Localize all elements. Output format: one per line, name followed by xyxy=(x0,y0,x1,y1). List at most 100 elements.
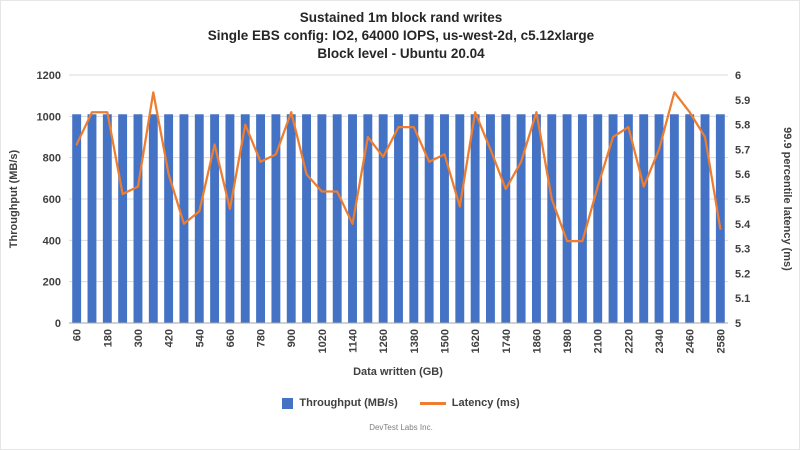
x-tick-label: 180 xyxy=(102,329,114,347)
x-tick-label: 300 xyxy=(133,329,145,347)
throughput-bar xyxy=(286,114,296,323)
throughput-bar xyxy=(102,114,112,323)
throughput-legend-swatch-icon xyxy=(282,397,294,409)
x-tick-label: 2100 xyxy=(593,329,605,353)
throughput-bar xyxy=(179,114,189,323)
y-axis-right-title: 99.9 percentile latency (ms) xyxy=(781,127,793,271)
throughput-bar xyxy=(194,114,204,323)
throughput-bar xyxy=(240,114,250,323)
plot-area: 0 200 400 600 800 1000 1200 5 5.1 5.2 5.3 5.4 5.5 5.6… xyxy=(8,70,793,378)
y-right-tick-label: 5.5 xyxy=(735,194,750,206)
x-tick-label: 1260 xyxy=(378,329,390,353)
x-tick-label: 900 xyxy=(286,329,298,347)
throughput-bar xyxy=(700,114,710,323)
y-left-tick-label: 1200 xyxy=(37,70,61,82)
y-right-tick-label: 5.1 xyxy=(735,293,750,305)
x-tick-label: 1740 xyxy=(501,329,513,353)
y-right-tick-label: 5.7 xyxy=(735,144,750,156)
chart-title-line3: Block level - Ubuntu 20.04 xyxy=(317,46,485,61)
x-tick-label: 2460 xyxy=(685,329,697,353)
throughput-bar xyxy=(210,114,220,323)
x-tick-label: 2580 xyxy=(715,329,727,353)
y-right-tick-label: 5.3 xyxy=(735,244,750,256)
throughput-bar xyxy=(148,114,158,323)
throughput-bar xyxy=(394,114,403,323)
throughput-bar xyxy=(332,114,342,323)
chart-title: Sustained 1m block rand writes Single EB… xyxy=(1,9,799,63)
throughput-bar xyxy=(271,114,281,323)
legend-label-latency: Latency (ms) xyxy=(451,397,520,409)
throughput-bar xyxy=(409,114,419,323)
throughput-bar xyxy=(256,114,266,323)
throughput-bar xyxy=(302,114,311,323)
watermark-text: DevTest Labs Inc. xyxy=(369,423,433,432)
legend-item-latency: Latency (ms) xyxy=(419,397,520,409)
throughput-bar xyxy=(133,114,143,323)
y-right-tick-label: 5.2 xyxy=(735,268,750,280)
chart-title-line1: Sustained 1m block rand writes xyxy=(299,10,503,25)
throughput-bar xyxy=(577,114,587,323)
legend: Throughput (MB/s) Latency (ms) xyxy=(1,393,799,413)
x-axis-title: Data written (GB) xyxy=(353,366,443,378)
throughput-bar xyxy=(501,114,511,323)
x-tick-label: 1380 xyxy=(409,329,421,353)
x-tick-label: 660 xyxy=(225,329,237,347)
x-tick-label: 2220 xyxy=(623,329,635,353)
throughput-bar xyxy=(486,114,495,323)
y-left-tick-label: 800 xyxy=(43,153,61,165)
latency-line xyxy=(75,91,722,243)
throughput-bar xyxy=(72,114,82,323)
throughput-bar xyxy=(654,114,664,323)
y-left-tick-label: 0 xyxy=(55,318,61,330)
x-tick-label: 780 xyxy=(256,329,268,347)
throughput-bar xyxy=(547,114,557,323)
throughput-bar xyxy=(593,114,603,323)
x-tick-label: 1620 xyxy=(470,329,482,353)
x-tick-label: 420 xyxy=(164,329,176,347)
x-tick-label: 1980 xyxy=(562,329,574,353)
y-right-tick-label: 6 xyxy=(735,70,741,82)
latency-legend-swatch-icon xyxy=(419,401,446,405)
x-tick-label: 1020 xyxy=(317,329,329,353)
throughput-bar xyxy=(639,114,649,323)
x-tick-label: 540 xyxy=(194,329,206,347)
throughput-bar xyxy=(715,114,725,323)
chart-title-line2: Single EBS config: IO2, 64000 IOPS, us-w… xyxy=(207,28,595,43)
throughput-bar xyxy=(669,114,679,323)
throughput-bar xyxy=(562,114,572,323)
x-tick-label: 1500 xyxy=(439,329,451,353)
throughput-bar xyxy=(378,114,388,323)
y-right-tick-label: 5.4 xyxy=(735,219,751,231)
y-right-tick-label: 5.6 xyxy=(735,169,750,181)
legend-item-throughput: Throughput (MB/s) xyxy=(282,397,398,409)
y-right-tick-label: 5.8 xyxy=(735,120,750,132)
throughput-bar xyxy=(531,114,541,323)
throughput-bar xyxy=(455,114,465,323)
throughput-bar xyxy=(424,114,434,323)
x-tick-label: 2340 xyxy=(654,329,666,353)
y-left-tick-label: 400 xyxy=(43,235,61,247)
legend-label-throughput: Throughput (MB/s) xyxy=(299,397,398,409)
y-axis-left-title: Throughput (MB/s) xyxy=(8,149,20,248)
throughput-bar xyxy=(608,114,618,323)
y-left-tick-label: 1000 xyxy=(37,111,61,123)
throughput-bar xyxy=(440,114,449,323)
throughput-bar xyxy=(623,114,633,323)
y-right-tick-label: 5.9 xyxy=(735,95,750,107)
throughput-bar xyxy=(164,114,174,323)
y-left-tick-label: 200 xyxy=(43,277,61,289)
x-tick-label: 60 xyxy=(72,329,84,341)
throughput-bar xyxy=(118,114,128,323)
y-left-tick-label: 600 xyxy=(43,194,61,206)
y-right-tick-label: 5 xyxy=(735,318,741,330)
throughput-bar xyxy=(87,114,97,323)
throughput-bar xyxy=(225,114,235,323)
throughput-bar xyxy=(470,114,480,323)
throughput-bar xyxy=(685,114,695,323)
x-tick-label: 1860 xyxy=(531,329,543,353)
throughput-bar xyxy=(317,114,327,323)
throughput-bar xyxy=(363,114,373,323)
x-tick-label: 1140 xyxy=(348,329,360,353)
throughput-bar xyxy=(516,114,526,323)
